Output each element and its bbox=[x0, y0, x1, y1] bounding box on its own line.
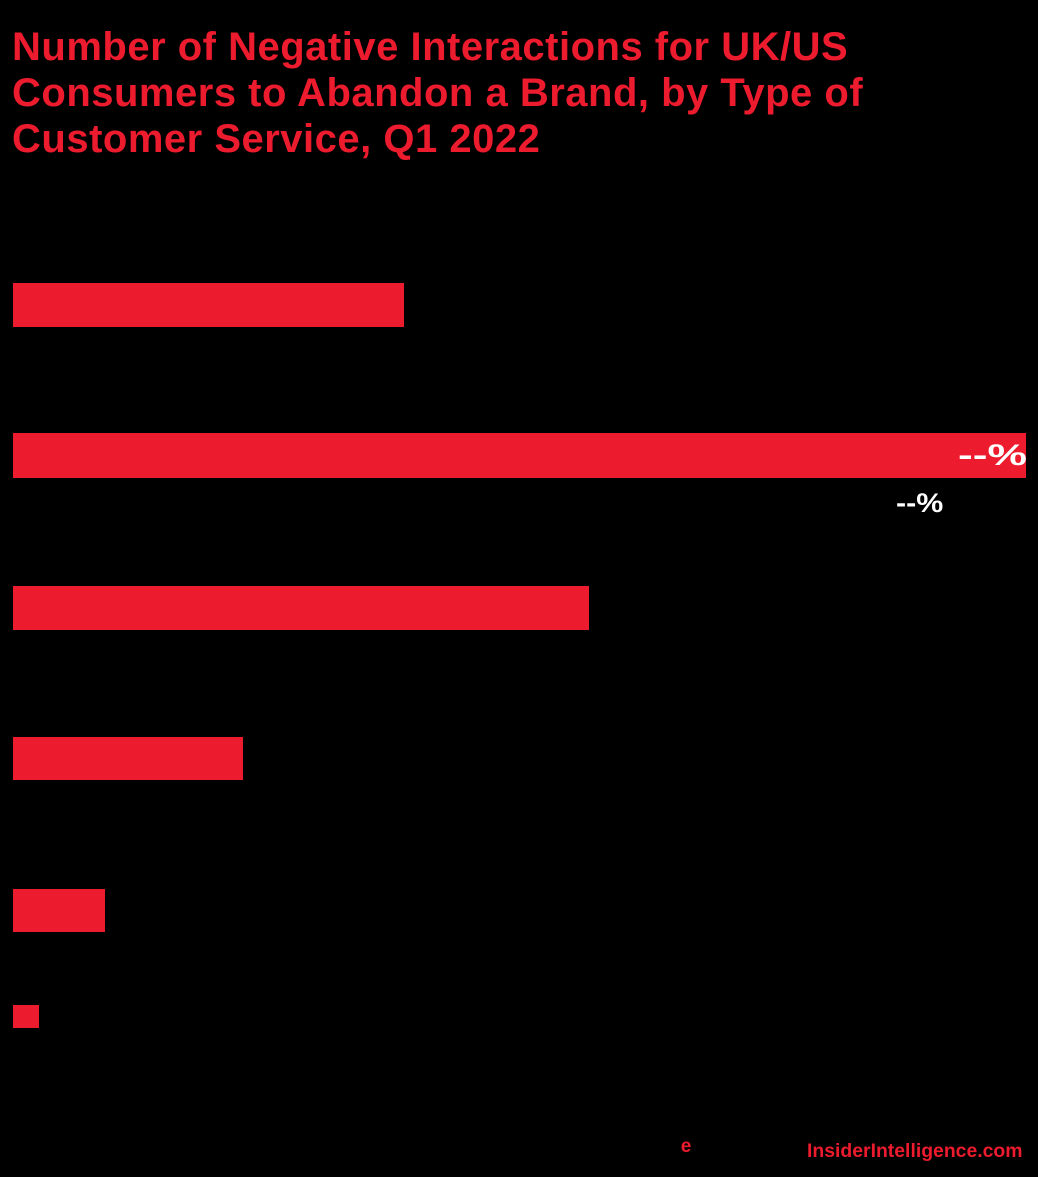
svg-text:e: e bbox=[681, 1137, 692, 1157]
